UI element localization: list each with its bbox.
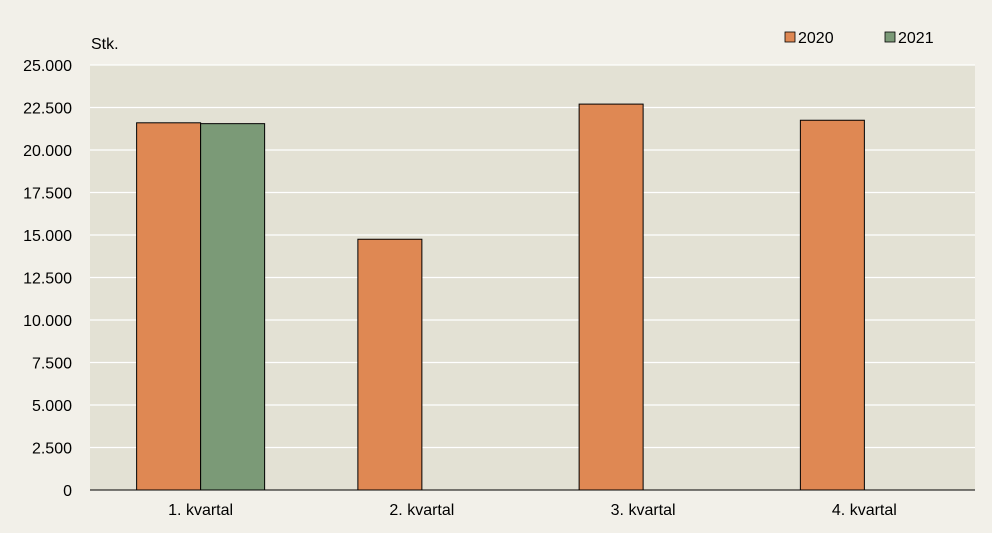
legend-swatch-2020 xyxy=(784,31,796,43)
y-tick-label: 0 xyxy=(63,483,72,500)
legend-swatch-2021 xyxy=(884,31,896,43)
y-tick-label: 15.000 xyxy=(23,228,72,245)
bar-2020 xyxy=(357,238,423,491)
y-tick-label: 10.000 xyxy=(23,313,72,330)
bar-2020 xyxy=(136,122,202,491)
y-tick-label: 2.500 xyxy=(32,441,72,458)
y-tick-label: 25.000 xyxy=(23,58,72,75)
legend: 2020 2021 xyxy=(784,30,934,47)
bar-2021 xyxy=(200,123,266,491)
y-tick-label: 12.500 xyxy=(23,271,72,288)
bars xyxy=(136,103,865,491)
x-tick-labels: 1. kvartal 2. kvartal 3. kvartal 4. kvartal xyxy=(168,502,897,519)
x-tick-label: 3. kvartal xyxy=(611,502,676,519)
y-tick-label: 5.000 xyxy=(32,398,72,415)
y-axis-label: Stk. xyxy=(91,36,119,53)
y-tick-label: 17.500 xyxy=(23,186,72,203)
x-tick-label: 1. kvartal xyxy=(168,502,233,519)
y-tick-label: 7.500 xyxy=(32,356,72,373)
bar-2020 xyxy=(799,119,865,491)
legend-label-2020: 2020 xyxy=(798,30,834,47)
x-tick-label: 4. kvartal xyxy=(832,502,897,519)
y-tick-label: 20.000 xyxy=(23,143,72,160)
y-tick-label: 22.500 xyxy=(23,101,72,118)
legend-label-2021: 2021 xyxy=(898,30,934,47)
bar-2020 xyxy=(578,103,644,491)
x-tick-label: 2. kvartal xyxy=(389,502,454,519)
y-tick-labels: 0 2.500 5.000 7.500 10.000 12.500 15.000 17.500… xyxy=(23,58,72,500)
